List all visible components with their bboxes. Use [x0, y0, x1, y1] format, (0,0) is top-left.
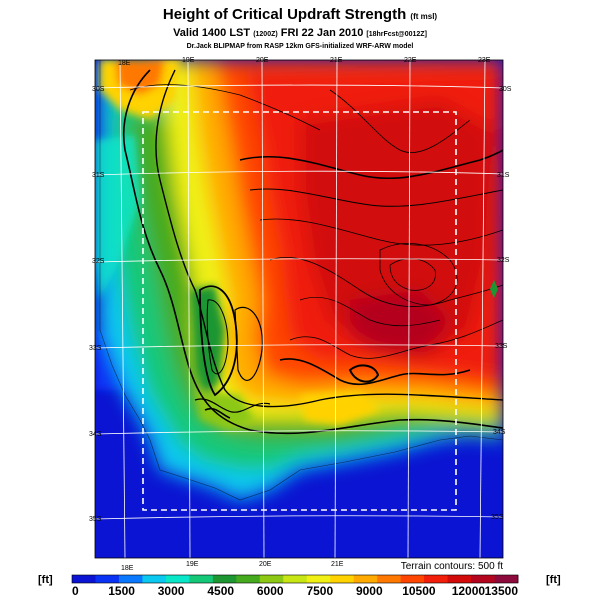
inner-domain-box	[142, 111, 457, 511]
lat-right-label: 34S	[493, 429, 506, 436]
colorbar-cell	[377, 575, 402, 583]
colorbar-tick-label: 6000	[257, 584, 284, 598]
valid-forecast: [18hrFcst@0012Z]	[366, 31, 427, 38]
colorbar-tick-labels: 0 1500 3000 4500 6000 7500 9000 10500 12000 13500	[72, 584, 518, 598]
colorbar	[71, 574, 519, 584]
lat-left-label: 32S	[92, 258, 105, 265]
lat-left-label: 30S	[92, 86, 105, 93]
lat-right-label: 32S	[497, 257, 510, 264]
colorbar-tick-label: 0	[72, 584, 79, 598]
terrain-contours	[122, 69, 503, 435]
colorbar-tick-label: 13500	[485, 584, 519, 598]
map-plot-area	[95, 60, 503, 558]
lat-right-label: 33S	[495, 343, 508, 350]
grid-labels: 18E 19E 20E 21E 22E 23E 18E 19E 20E 21E …	[89, 57, 512, 572]
graticule	[95, 60, 503, 558]
valid-line: Valid 1400 LST (1200Z) FRI 22 Jan 2010 […	[0, 26, 600, 42]
lon-top-label: 19E	[182, 57, 195, 64]
lat-right-label: 35S	[491, 514, 504, 521]
valid-time: Valid 1400 LST	[173, 27, 251, 39]
colorbar-cell	[72, 575, 96, 583]
land-field	[100, 60, 503, 500]
colorbar-cell	[95, 575, 120, 583]
colorbar-cell	[283, 575, 308, 583]
lon-bottom-label: 19E	[186, 561, 199, 568]
model-credit: Dr.Jack BLIPMAP from RASP 12km GFS-initi…	[186, 43, 414, 50]
title-block: Height of Critical Updraft Strength (ft …	[0, 6, 600, 52]
colorbar-cell	[330, 575, 355, 583]
lon-bottom-label: 20E	[259, 561, 272, 568]
colorbar-tick-label: 10500	[402, 584, 436, 598]
valid-utc: (1200Z)	[253, 31, 278, 38]
chart-title: Height of Critical Updraft Strength (ft …	[0, 6, 600, 26]
colorbar-cell	[494, 575, 519, 583]
colorbar-cell	[259, 575, 284, 583]
coastline	[99, 60, 503, 501]
colorbar-cell	[212, 575, 237, 583]
lat-right-label: 31S	[497, 172, 510, 179]
title-unit: (ft msl)	[410, 12, 438, 21]
colorbar-cell	[471, 575, 495, 583]
terrain-spot	[490, 280, 498, 298]
map-frame	[94, 59, 504, 559]
colorbar-border	[71, 574, 519, 584]
colorbar-cell	[118, 575, 143, 583]
lat-left-label: 33S	[89, 345, 102, 352]
lat-left-label: 31S	[92, 172, 105, 179]
colorbar-tick-label: 12000	[452, 584, 486, 598]
colorbar-tick-label: 9000	[356, 584, 383, 598]
lon-bottom-label: 21E	[331, 561, 344, 568]
colorbar-cell	[189, 575, 214, 583]
lon-top-label: 23E	[478, 57, 491, 64]
valid-date: FRI 22 Jan 2010	[280, 27, 364, 39]
colorbar-unit-right: [ft]	[546, 574, 561, 586]
colorbar-cell	[400, 575, 425, 583]
lat-left-label: 34S	[89, 431, 102, 438]
lon-top-label: 20E	[256, 57, 269, 64]
colorbar-cell	[306, 575, 331, 583]
lon-top-label: 18E	[118, 60, 131, 67]
colorbar-cell	[424, 575, 448, 583]
colorbar-unit-left: [ft]	[38, 574, 53, 586]
colorbar-cell	[142, 575, 167, 583]
colorbar-tick-label: 1500	[108, 584, 135, 598]
lon-top-label: 21E	[330, 57, 343, 64]
colorbar-tick-label: 4500	[207, 584, 234, 598]
lat-left-label: 35S	[89, 516, 102, 523]
lon-bottom-label: 18E	[121, 565, 134, 572]
colorbar-cell	[353, 575, 378, 583]
terrain-contour-note: Terrain contours: 500 ft	[401, 561, 503, 572]
lon-top-label: 22E	[404, 57, 417, 64]
colorbar-cell	[165, 575, 190, 583]
colorbar-tick-label: 3000	[158, 584, 185, 598]
lat-right-label: 30S	[499, 86, 512, 93]
colorbar-cell	[447, 575, 472, 583]
title-text: Height of Critical Updraft Strength	[162, 6, 407, 23]
colorbar-cell	[236, 575, 261, 583]
colorbar-tick-label: 7500	[306, 584, 333, 598]
